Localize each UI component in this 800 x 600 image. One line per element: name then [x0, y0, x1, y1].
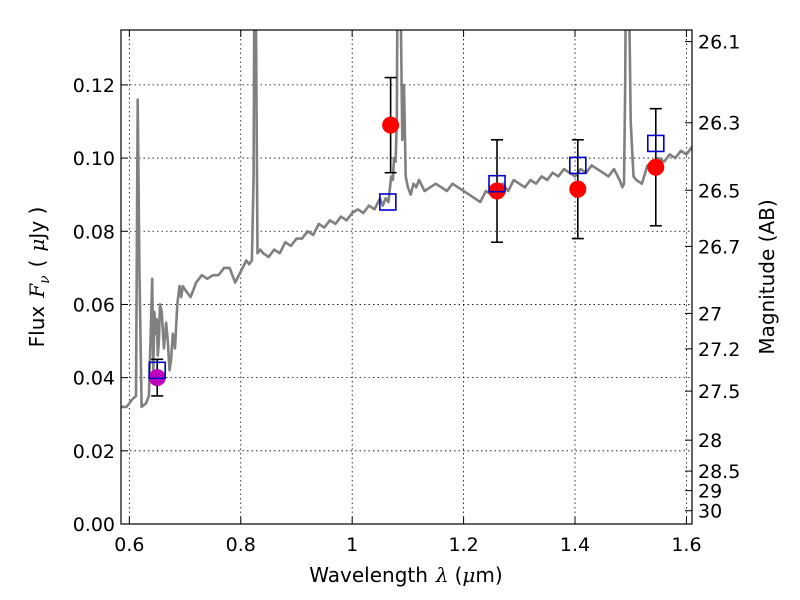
x-tick-label: 1.2	[448, 534, 478, 556]
observed-point	[647, 158, 665, 176]
plot-background	[121, 30, 692, 524]
observed-point	[382, 116, 400, 134]
y2-tick-label: 26.1	[698, 32, 740, 54]
y2-tick-label: 28.5	[698, 461, 740, 483]
y2-tick-label: 27	[698, 303, 722, 325]
plot-frame	[120, 29, 693, 525]
y-tick-label: 0.12	[73, 75, 115, 97]
x-tick-label: 1.6	[671, 534, 701, 556]
y2-tick-label: 26.5	[698, 180, 740, 202]
y-tick-label: 0.04	[73, 368, 115, 390]
model-photometry-square	[488, 174, 506, 193]
model-photometry-square	[148, 361, 167, 380]
y-axis-label: FluxFν(μJy )	[25, 207, 53, 348]
x-tick-label: 1.4	[560, 534, 590, 556]
observed-point	[569, 180, 587, 198]
y2-tick-label: 26.7	[698, 236, 740, 258]
y-tick-label: 0.10	[73, 148, 115, 170]
y2-tick-label: 28	[698, 430, 722, 452]
y-tick-label: 0.02	[73, 441, 115, 463]
model-photometry-square	[646, 134, 665, 153]
y2-tick-label: 29	[698, 481, 722, 503]
y2-axis-label: Magnitude (AB)	[755, 199, 779, 354]
y-tick-label: 0.00	[73, 514, 115, 536]
y2-tick-label: 27.5	[698, 381, 740, 403]
x-tick-label: 0.8	[226, 534, 256, 556]
y-tick-label: 0.06	[73, 294, 115, 316]
ticks: 0.6 0.8 1 1.2 1.4 1.6 0.00 0.02 0.04 0.06 0.08 0.10…	[73, 30, 740, 556]
x-axis-label: Wavelength λ (μm)	[309, 563, 502, 587]
x-tick-label: 1	[346, 534, 358, 556]
model-photometry-square	[568, 156, 587, 175]
x-tick-label: 0.6	[114, 534, 144, 556]
y2-tick-label: 27.2	[698, 339, 740, 361]
y-tick-label: 0.08	[73, 221, 115, 243]
y2-tick-label: 30	[698, 501, 722, 523]
model-photometry-layer	[148, 134, 665, 380]
y2-tick-label: 26.3	[698, 113, 740, 135]
model-photometry-square	[379, 193, 397, 211]
